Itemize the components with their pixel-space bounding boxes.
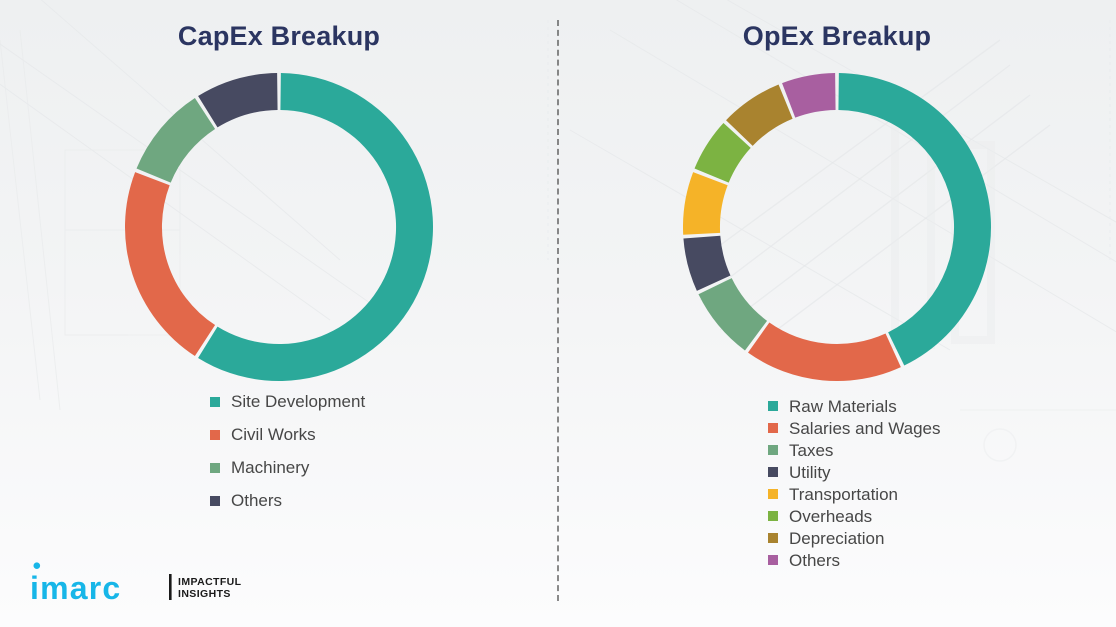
svg-text:imarc: imarc [30,570,121,602]
svg-text:INSIGHTS: INSIGHTS [178,588,231,600]
svg-text:IMPACTFUL: IMPACTFUL [178,576,242,588]
